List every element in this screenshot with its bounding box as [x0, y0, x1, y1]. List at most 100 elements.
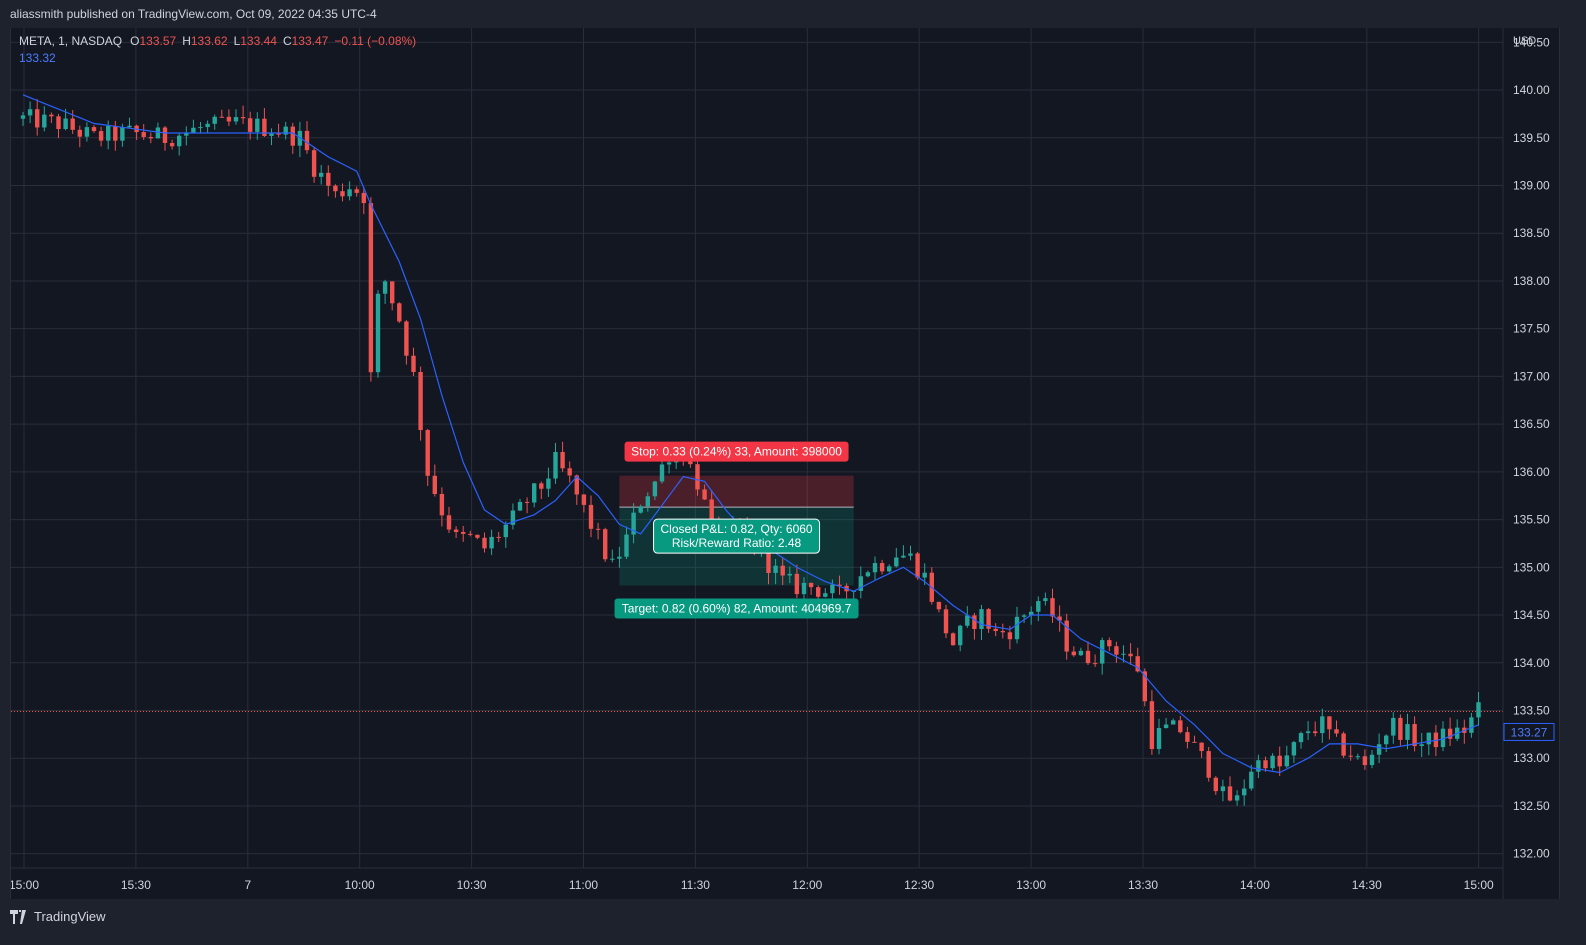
candle-body — [823, 593, 828, 597]
candle-body — [397, 303, 402, 322]
candle-body — [1199, 742, 1204, 752]
candle-body — [1064, 620, 1069, 652]
candle-body — [546, 478, 551, 489]
time-tick-label: 10:30 — [457, 878, 487, 892]
symbol-name: META, 1, NASDAQ — [19, 34, 122, 48]
candle-body — [816, 587, 821, 597]
candle-body — [1263, 760, 1268, 769]
candle-body — [290, 126, 295, 146]
price-tick-label: 139.50 — [1513, 131, 1550, 145]
candle-body — [517, 501, 523, 511]
price-tick-label: 137.00 — [1513, 369, 1550, 383]
candle-body — [49, 114, 54, 117]
candle-body — [1000, 631, 1005, 633]
candle-body — [84, 127, 90, 137]
candle-body — [1021, 615, 1027, 617]
candle-body — [1163, 724, 1169, 729]
candle-body — [63, 118, 68, 130]
candle-body — [915, 553, 920, 578]
low-value: 133.44 — [240, 34, 277, 48]
candle-body — [986, 609, 991, 629]
candle-body — [1447, 728, 1453, 739]
candle-body — [375, 293, 381, 373]
candle-body — [1234, 795, 1240, 801]
candle-body — [255, 118, 260, 132]
time-tick-label: 11:30 — [681, 878, 710, 892]
candle-body — [1057, 616, 1062, 621]
low-label: L — [234, 34, 241, 48]
candle-body — [1071, 651, 1076, 656]
candle-body — [56, 116, 61, 130]
price-tick-label: 135.00 — [1513, 560, 1550, 574]
candle-body — [979, 609, 984, 629]
candle-body — [482, 537, 487, 549]
candle-body — [70, 118, 75, 130]
candle-body — [219, 116, 224, 118]
candle-body — [1270, 755, 1275, 769]
price-tick-label: 139.00 — [1513, 179, 1550, 193]
candle-body — [1121, 653, 1126, 655]
candle-body — [1050, 598, 1055, 617]
pnl-line-1: Closed P&L: 0.82, Qty: 6060 — [661, 522, 813, 536]
candle-body — [1341, 733, 1346, 756]
publish-header: aliassmith published on TradingView.com,… — [0, 0, 1586, 28]
publisher-text: aliassmith published on TradingView.com,… — [10, 7, 377, 21]
candle-body — [113, 125, 118, 141]
price-tick-label: 138.00 — [1513, 274, 1550, 288]
candle-body — [666, 462, 672, 465]
candle-body — [872, 563, 878, 573]
candle-body — [1398, 717, 1403, 740]
candle-body — [1227, 786, 1233, 801]
candle-body — [1156, 728, 1162, 749]
candle-body — [503, 524, 508, 538]
candle-body — [496, 536, 501, 538]
candle-body — [1085, 650, 1091, 664]
change-value: −0.11 (−0.08%) — [334, 34, 416, 48]
candle-body — [638, 506, 643, 513]
price-tick-label: 135.50 — [1513, 513, 1550, 527]
candle-body — [787, 573, 792, 576]
candle-body — [1291, 742, 1297, 756]
candle-body — [610, 558, 615, 560]
candlestick-chart[interactable]: Stop: 0.33 (0.24%) 33, Amount: 398000 Tar… — [9, 28, 1559, 899]
candle-body — [1348, 755, 1353, 757]
price-tick-label: 140.00 — [1513, 83, 1550, 97]
chart-background — [11, 28, 1559, 899]
time-tick-label: 14:00 — [1240, 878, 1270, 892]
candle-body — [659, 464, 665, 482]
candle-body — [184, 132, 189, 136]
candle-body — [248, 118, 253, 132]
last-price-tag — [1503, 722, 1555, 741]
time-tick-label: 13:00 — [1016, 878, 1046, 892]
target-label: Target: 0.82 (0.60%) 82, Amount: 404969.… — [622, 601, 852, 615]
candle-body — [972, 615, 977, 629]
candle-body — [120, 127, 125, 141]
candle-body — [1029, 611, 1034, 616]
candle-body — [1171, 720, 1176, 725]
candle-body — [461, 531, 466, 534]
tradingview-logo[interactable]: TradingView — [10, 909, 106, 924]
candle-body — [191, 127, 196, 133]
candle-body — [304, 130, 310, 151]
price-axis[interactable]: USD 132.00 132.50 133.00 133.50 134.00 134.50 1… — [1502, 28, 1555, 899]
candle-body — [1476, 702, 1481, 718]
candle-body — [958, 625, 963, 646]
candle-body — [1014, 616, 1020, 640]
candle-body — [141, 132, 146, 138]
candle-body — [1440, 728, 1446, 748]
candle-body — [1107, 640, 1112, 647]
candle-body — [581, 494, 587, 505]
price-tick-label: 133.00 — [1513, 751, 1550, 765]
time-axis[interactable]: 15:00 15:30 7 10:00 10:30 11:00 11:30 12:00 12:3… — [9, 867, 1503, 892]
time-tick-label: 12:30 — [904, 878, 934, 892]
price-tick-label: 134.50 — [1513, 608, 1550, 622]
candle-body — [595, 528, 601, 530]
candle-body — [532, 483, 537, 503]
candle-body — [1355, 756, 1360, 758]
candle-body — [382, 281, 388, 294]
stop-label-box — [624, 441, 849, 462]
candle-body — [1220, 786, 1226, 792]
chart-frame[interactable]: Stop: 0.33 (0.24%) 33, Amount: 398000 Tar… — [9, 28, 1560, 899]
candle-body — [794, 573, 800, 595]
candle-body — [539, 483, 544, 489]
